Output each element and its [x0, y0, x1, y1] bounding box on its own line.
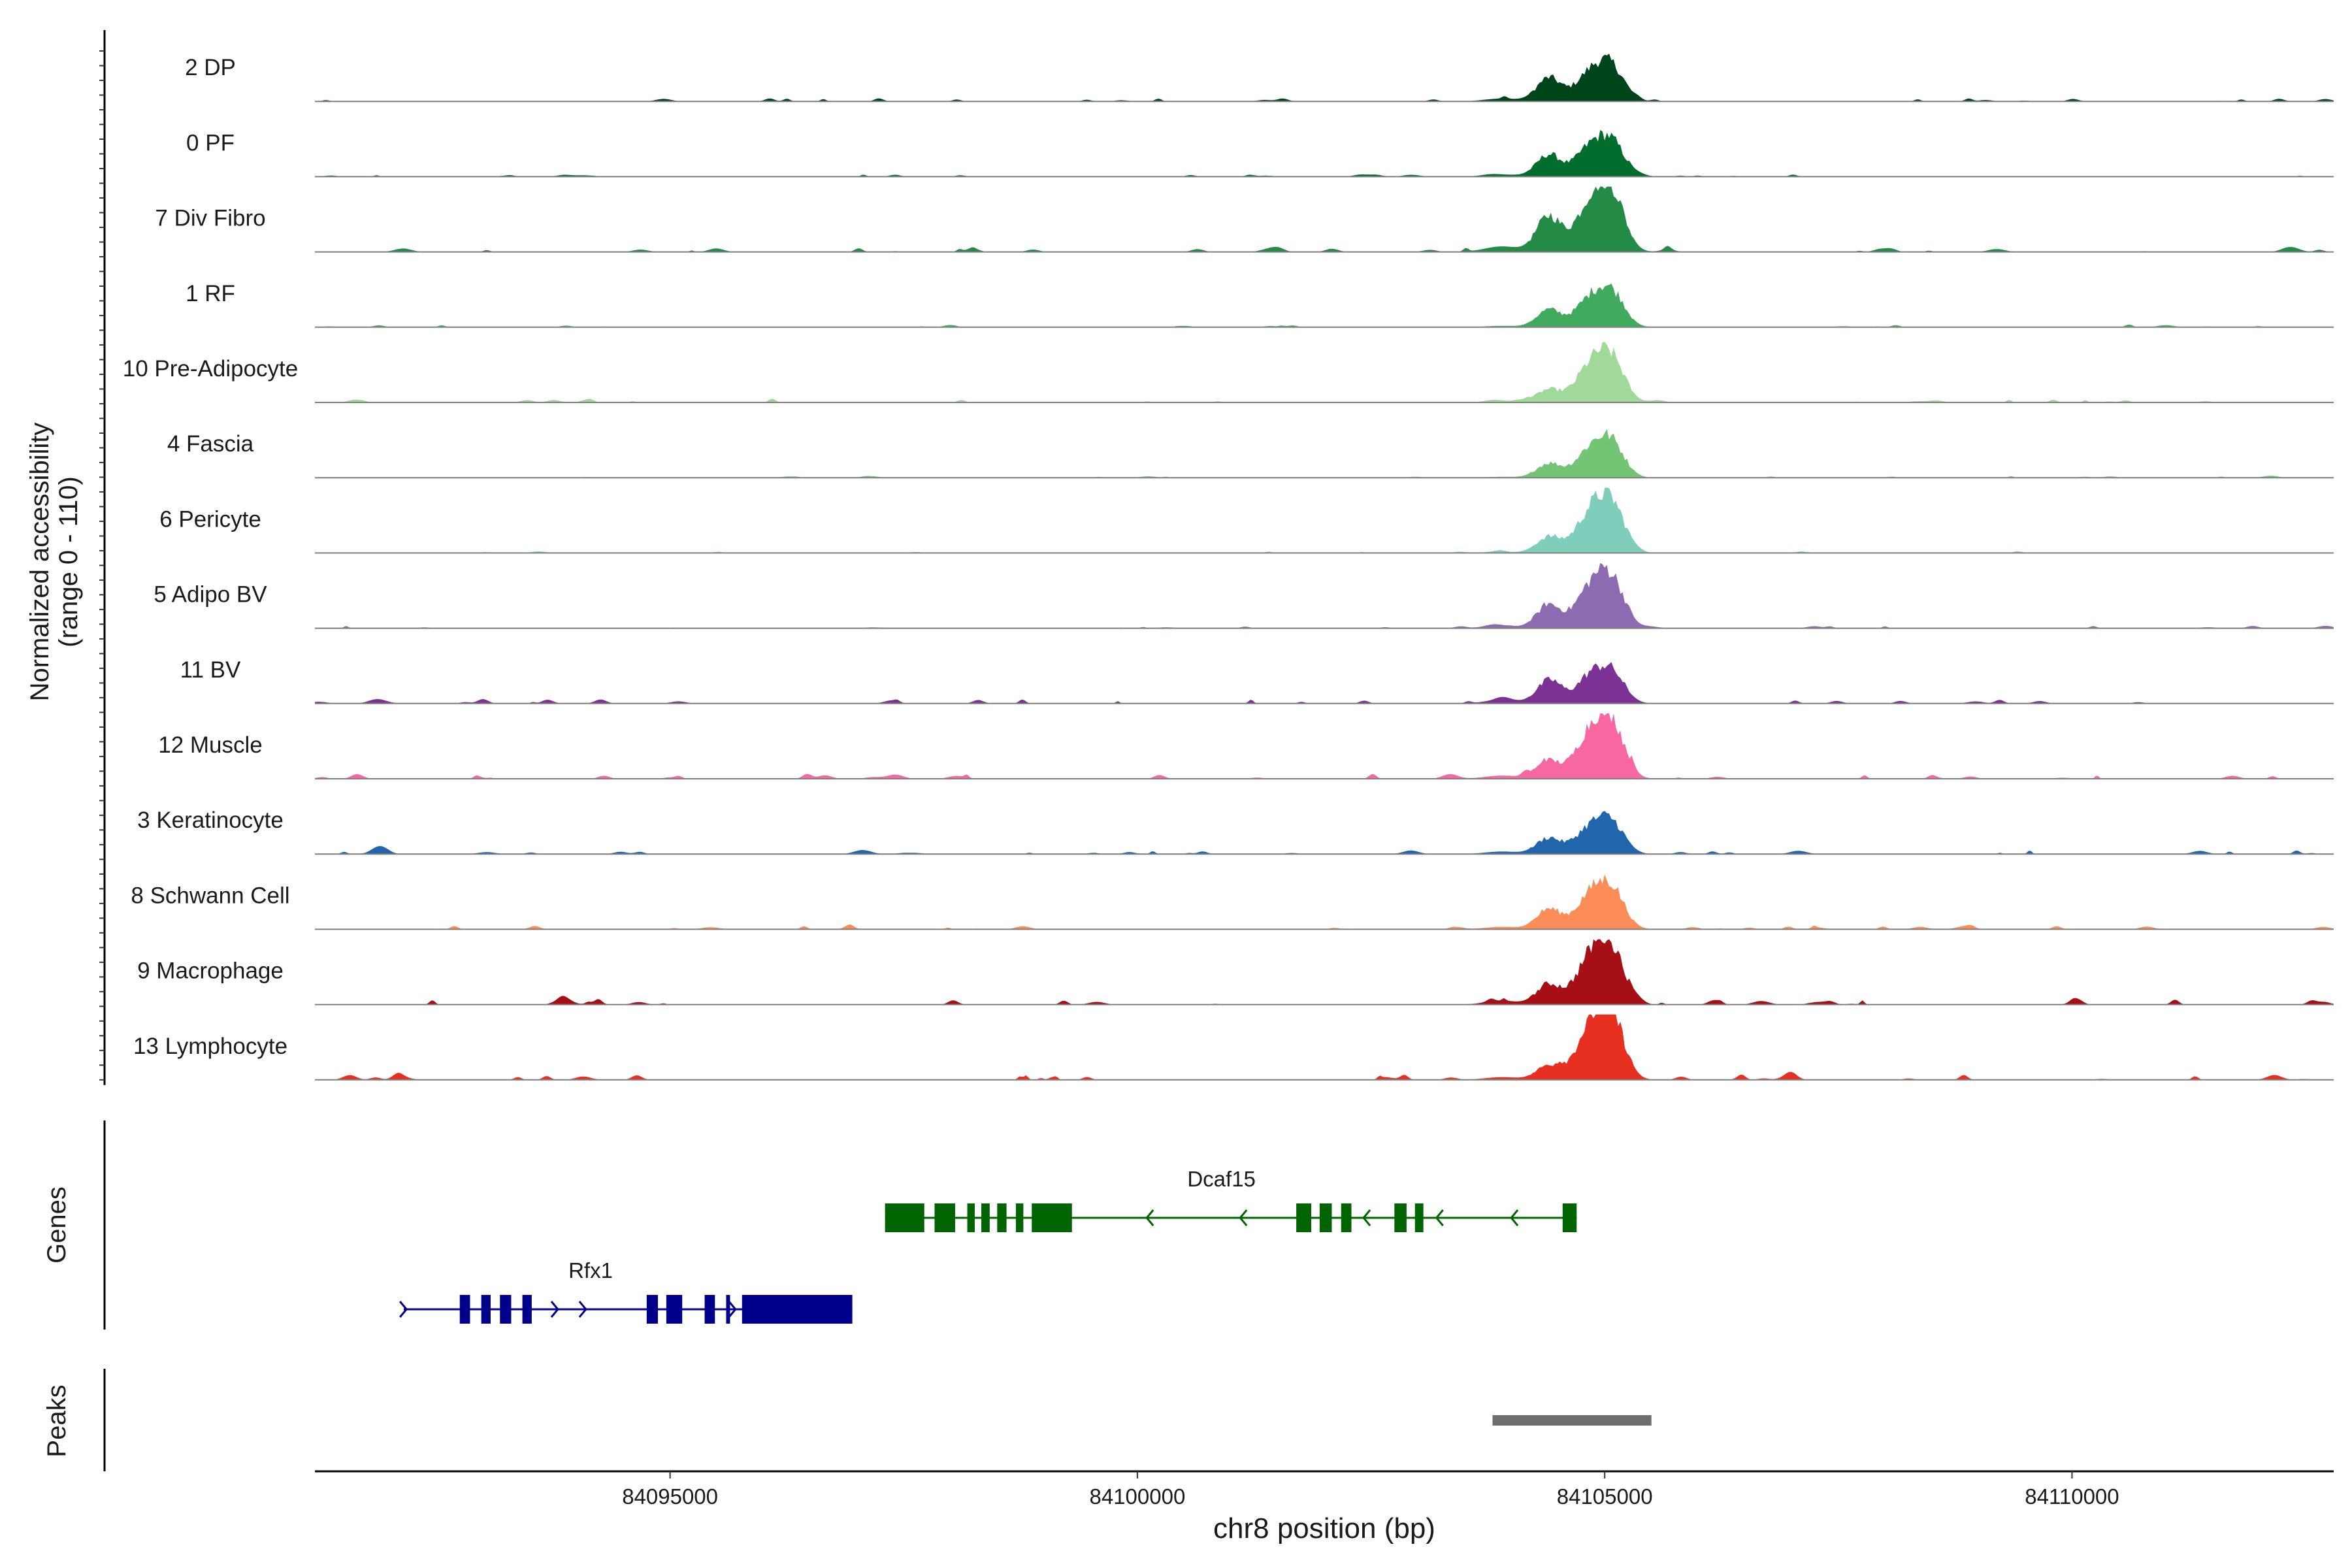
gene-strand-arrow-0-0 [1145, 1209, 1154, 1226]
track-label-1: 0 PF [186, 130, 235, 155]
gene-exon-0-12 [1562, 1203, 1577, 1232]
track-label-10: 3 Keratinocyte [137, 808, 284, 833]
peaks-track [1492, 1415, 1652, 1426]
coverage-area-11 [315, 874, 2334, 930]
gene-strand-arrow-0-2 [1362, 1209, 1371, 1226]
gene-strand-arrow-0-1 [1239, 1209, 1248, 1226]
x-axis: 84095000 84100000 84105000 84110000 [315, 1470, 2334, 1509]
coverage-area-7 [315, 563, 2334, 629]
accessibility-axis [99, 30, 106, 1085]
gene-exon-0-4 [997, 1203, 1007, 1232]
track-label-6: 6 Pericyte [159, 506, 261, 532]
genes-label: Genes [42, 1186, 71, 1264]
gene-exon-0-2 [967, 1203, 975, 1232]
gene-exon-0-9 [1341, 1203, 1352, 1232]
coverage-area-8 [315, 662, 2334, 704]
coverage-area-6 [315, 487, 2334, 553]
gene-exon-1-6 [704, 1295, 715, 1324]
gene-name-0: Dcaf15 [1187, 1167, 1256, 1191]
gene-exon-1-2 [500, 1295, 512, 1324]
gene-exon-0-11 [1414, 1203, 1424, 1232]
coverage-area-4 [315, 342, 2334, 402]
gene-exon-1-5 [666, 1295, 683, 1324]
coverage-area-3 [315, 284, 2334, 327]
track-label-12: 9 Macrophage [137, 958, 284, 984]
y-axis-label-line1: Normalized accessibility [25, 423, 54, 702]
track-label-9: 12 Muscle [158, 732, 263, 758]
y-axis-label-line2: (range 0 - 110) [54, 476, 83, 647]
gene-exon-1-0 [459, 1295, 470, 1324]
track-label-3: 1 RF [186, 281, 235, 306]
x-tick-label-0: 84095000 [622, 1484, 718, 1509]
coverage-area-0 [315, 54, 2334, 102]
coverage-area-10 [315, 811, 2334, 855]
coverage-area-2 [315, 186, 2334, 252]
gene-exon-0-7 [1296, 1203, 1311, 1232]
gene-exon-0-3 [981, 1203, 990, 1232]
gene-exon-1-4 [646, 1295, 659, 1324]
coverage-area-12 [315, 939, 2334, 1005]
gene-exon-0-0 [885, 1203, 924, 1232]
gene-name-1: Rfx1 [568, 1258, 613, 1282]
gene-exon-1-7 [726, 1295, 730, 1324]
track-label-5: 4 Fascia [167, 431, 254, 457]
x-tick-label-3: 84110000 [2025, 1484, 2119, 1509]
gene-strand-arrow-1-3 [728, 1301, 737, 1318]
track-label-7: 5 Adipo BV [154, 582, 267, 608]
gene-exon-0-1 [934, 1203, 955, 1232]
coverage-area-9 [315, 713, 2334, 779]
track-label-8: 11 BV [180, 657, 241, 683]
track-label-2: 7 Div Fibro [155, 206, 265, 231]
genes-track: Dcaf15 Rfx1 [399, 1167, 1577, 1324]
coverage-area-13 [315, 1014, 2334, 1080]
gene-strand-arrow-0-3 [1435, 1209, 1444, 1226]
coverage-area-1 [315, 130, 2334, 177]
gene-exon-1-3 [522, 1295, 532, 1324]
gene-exon-0-5 [1015, 1203, 1024, 1232]
track-label-11: 8 Schwann Cell [131, 883, 289, 908]
gene-strand-arrow-0-4 [1510, 1209, 1519, 1226]
x-axis-title: chr8 position (bp) [1213, 1512, 1435, 1544]
gene-exon-0-10 [1394, 1203, 1407, 1232]
gene-exon-1-8 [742, 1295, 853, 1324]
x-tick-label-2: 84105000 [1557, 1484, 1653, 1509]
coverage-area-5 [315, 429, 2334, 478]
coverage-tracks: 2 DP 0 PF 7 Div Fibro 1 RF 10 Pre-Adipocyte 4… [123, 54, 2334, 1081]
peaks-label: Peaks [42, 1384, 71, 1457]
track-label-4: 10 Pre-Adipocyte [123, 356, 298, 382]
x-tick-label-1: 84100000 [1089, 1484, 1185, 1509]
gene-exon-1-1 [481, 1295, 491, 1324]
peak-region-0 [1492, 1415, 1652, 1426]
gene-exon-0-6 [1032, 1203, 1072, 1232]
gene-exon-0-8 [1319, 1203, 1332, 1232]
gene-strand-arrow-1-2 [578, 1301, 587, 1318]
gene-strand-arrow-1-1 [550, 1301, 559, 1318]
gene-strand-arrow-1-0 [399, 1301, 408, 1318]
track-label-13: 13 Lymphocyte [133, 1034, 287, 1059]
track-label-0: 2 DP [185, 55, 236, 80]
